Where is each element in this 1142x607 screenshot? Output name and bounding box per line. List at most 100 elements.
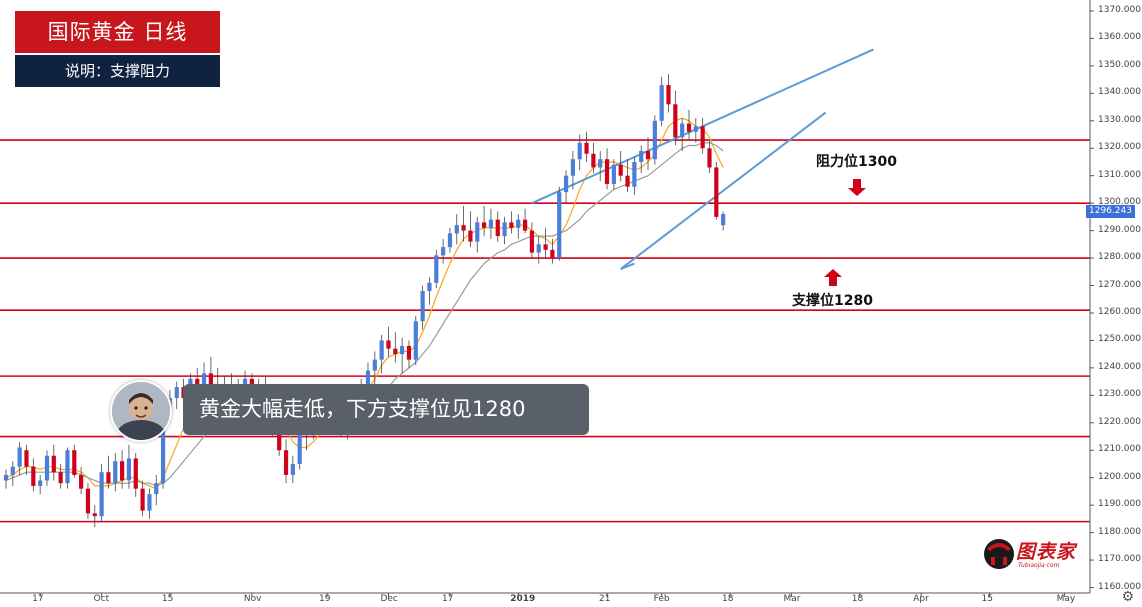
gear-icon[interactable]: ⚙ <box>1121 589 1134 605</box>
candle-body <box>611 164 616 184</box>
candle-body <box>632 161 637 187</box>
candle-body <box>502 222 507 237</box>
candle-body <box>598 159 603 168</box>
candle-body <box>495 219 500 237</box>
logo-text: 图表家 <box>1016 541 1077 563</box>
candle-body <box>277 428 282 451</box>
x-tick-label: May <box>1056 594 1076 604</box>
candle-body <box>625 175 630 187</box>
x-tick-label: 2019 <box>510 594 536 604</box>
candle-body <box>475 222 480 242</box>
candle-body <box>680 123 685 138</box>
candle-body <box>147 494 152 511</box>
candle-body <box>92 513 97 517</box>
y-tick-label: 1200.000 <box>1098 471 1141 482</box>
candle-body <box>639 150 644 162</box>
candle-body <box>557 192 562 259</box>
candle-body <box>550 249 555 259</box>
candlesticks <box>3 74 726 528</box>
current-price-badge: 1296.243 <box>1086 205 1135 218</box>
x-tick-label: Nov <box>243 594 262 604</box>
arrows <box>824 179 866 286</box>
x-tick-label: 18 <box>721 594 734 604</box>
support-label: 支撑位1280 <box>792 293 873 309</box>
candle-body <box>51 455 56 473</box>
candle-body <box>126 458 132 481</box>
x-tick-label: 19 <box>319 594 331 604</box>
y-tick-label: 1180.000 <box>1098 526 1141 537</box>
candle-body <box>591 153 596 168</box>
candle-body <box>58 472 63 484</box>
candle-body <box>721 214 726 226</box>
down-arrow-icon <box>848 179 866 196</box>
channel-line <box>620 262 635 270</box>
candle-body <box>208 373 213 385</box>
y-tick-label: 1220.000 <box>1098 416 1141 427</box>
candle-body <box>714 167 719 217</box>
candle-body <box>290 463 295 475</box>
candle-body <box>24 450 29 467</box>
up-arrow-icon <box>824 269 842 286</box>
y-tick-label: 1260.000 <box>1098 306 1141 317</box>
x-tick-label: Mar <box>783 594 801 604</box>
x-tick-label: 15 <box>161 594 174 604</box>
candle-body <box>79 474 84 489</box>
candle-body <box>482 222 487 228</box>
candle-body <box>707 148 712 168</box>
candle-body <box>577 142 582 160</box>
y-tick-label: 1270.000 <box>1098 279 1141 290</box>
candle-body <box>420 291 425 322</box>
x-tick-label: 18 <box>851 594 864 604</box>
candle-body <box>99 472 104 517</box>
avatar <box>110 380 172 442</box>
candle-body <box>283 450 289 475</box>
y-tick-label: 1170.000 <box>1098 554 1141 565</box>
y-tick-label: 1360.000 <box>1098 32 1141 43</box>
x-tick-label: Dec <box>380 594 398 604</box>
x-tick-label: 15 <box>981 594 993 604</box>
candle-body <box>686 123 692 132</box>
candle-body <box>666 85 671 105</box>
candle-body <box>65 450 70 484</box>
candle-body <box>693 126 698 132</box>
candle-body <box>454 225 459 234</box>
candle-body <box>618 164 623 176</box>
candle-body <box>604 159 610 184</box>
candle-body <box>468 230 473 242</box>
y-tick-label: 1330.000 <box>1098 114 1141 125</box>
candle-body <box>563 175 569 193</box>
channel-line <box>620 111 827 270</box>
candle-body <box>120 461 125 481</box>
y-tick-label: 1290.000 <box>1098 224 1141 235</box>
y-tick-label: 1230.000 <box>1098 389 1141 400</box>
candle-body <box>659 85 664 121</box>
y-axis-panel <box>1090 0 1142 607</box>
x-tick-label: Oct <box>93 594 110 604</box>
candle-body <box>427 282 432 292</box>
candle-body <box>31 466 36 486</box>
resistance-label: 阻力位1300 <box>816 154 897 170</box>
candle-body <box>488 219 494 228</box>
logo-subtext: Tubiaojia·com <box>1018 562 1060 569</box>
x-tick-label: 17 <box>32 594 44 604</box>
candle-body <box>652 120 657 160</box>
candle-body <box>17 447 22 467</box>
y-tick-label: 1350.000 <box>1098 59 1141 70</box>
candle-body <box>85 488 91 514</box>
candle-body <box>570 159 575 176</box>
y-tick-label: 1320.000 <box>1098 142 1141 153</box>
y-tick-label: 1310.000 <box>1098 169 1141 180</box>
candle-body <box>441 247 446 256</box>
x-tick-label: 17 <box>441 594 454 604</box>
logo <box>982 535 1092 575</box>
candle-body <box>522 219 528 231</box>
candle-body <box>645 150 651 160</box>
candle-body <box>38 480 43 486</box>
horizontal-levels <box>0 139 1090 523</box>
candle-body <box>393 348 398 355</box>
candle-body <box>174 387 179 399</box>
y-tick-label: 1190.000 <box>1098 499 1141 510</box>
candle-body <box>379 340 384 360</box>
